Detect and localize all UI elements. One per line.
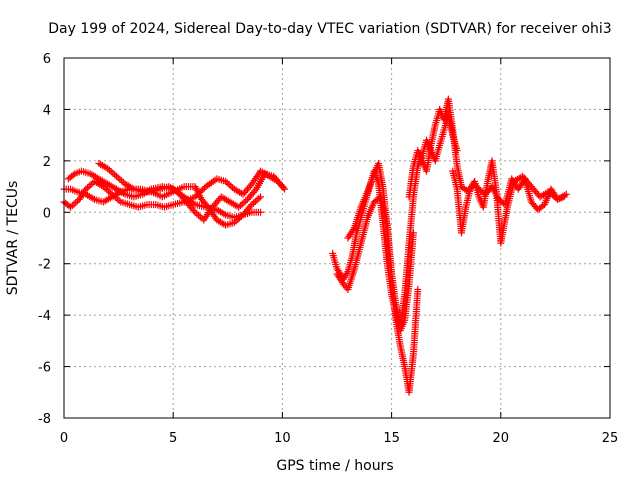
data-series [60,95,570,396]
data-point [250,199,258,207]
data-point [474,183,482,191]
data-point [349,225,357,233]
x-tick-label: 25 [602,431,619,446]
data-point [194,190,202,198]
data-point [112,172,120,180]
series-track-e [329,167,417,335]
data-point [190,207,198,215]
data-point [72,199,80,207]
data-point [227,182,235,190]
data-point [278,183,286,191]
data-point [277,181,285,189]
data-point [236,202,244,210]
data-point [251,187,259,195]
data-point [225,181,233,189]
data-point [251,197,259,205]
y-axis-label: SDTVAR / TECUs [5,181,21,296]
data-point [116,175,124,183]
data-point [193,210,201,218]
plot-frame [63,57,611,419]
data-point [409,229,417,237]
y-tick-label: -4 [38,309,51,324]
data-point [257,193,265,201]
data-point [107,168,115,176]
x-tick-label: 0 [60,431,68,446]
data-point [255,194,263,202]
data-point [111,171,119,179]
data-point [69,171,77,179]
y-tick-label: -6 [38,361,51,376]
data-point [414,285,422,293]
x-tick-label: 15 [383,431,400,446]
data-point [195,211,203,219]
data-point [199,186,207,194]
x-tick-label: 5 [169,431,177,446]
data-point [242,197,250,205]
grid-lines [64,58,610,418]
y-tick-label: 6 [43,52,51,67]
y-tick-label: -2 [38,258,51,273]
data-point [70,200,78,208]
data-point [193,191,201,199]
data-point [196,188,204,196]
y-tick-label: 4 [43,103,51,118]
data-point [240,199,248,207]
data-point [109,169,117,177]
data-point [68,202,76,210]
y-tick-label: 0 [43,206,51,221]
x-tick-label: 10 [274,431,291,446]
data-point [114,174,122,182]
series-track-h [405,95,570,247]
x-tick-label: 20 [493,431,510,446]
data-point [118,177,126,185]
data-point [191,193,199,201]
data-point [560,193,568,201]
y-tick-label: -8 [38,412,51,427]
data-point [253,196,261,204]
data-point [196,213,204,221]
data-point [197,187,205,195]
data-point [246,182,254,190]
y-tick-label: 2 [43,155,51,170]
chart-title: Day 199 of 2024, Sidereal Day-to-day VTE… [48,21,611,37]
series-track-i [449,167,568,237]
data-point [246,202,254,210]
series-track-d [95,159,286,224]
data-point [257,208,265,216]
data-point [85,182,93,190]
axis-ticks: 0 5 10 15 20 25 -8 -6 -4 -2 0 2 4 6 [38,52,618,446]
x-axis-label: GPS time / hours [276,458,393,474]
